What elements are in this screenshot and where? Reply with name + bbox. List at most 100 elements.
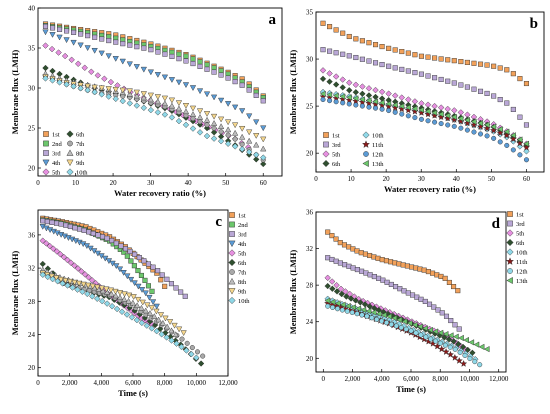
panel-letter: b xyxy=(530,16,538,32)
data-point xyxy=(409,264,415,270)
data-point xyxy=(57,276,65,283)
data-point xyxy=(350,265,356,271)
data-point xyxy=(523,122,529,128)
data-point xyxy=(84,86,91,94)
data-point xyxy=(46,242,53,250)
data-point xyxy=(329,233,335,239)
data-point xyxy=(141,45,147,51)
data-point xyxy=(182,103,190,109)
y-tick-label: 40 xyxy=(28,5,36,13)
data-point xyxy=(379,106,385,112)
data-point xyxy=(324,282,331,290)
data-point xyxy=(142,290,149,297)
data-point xyxy=(92,34,98,40)
data-point xyxy=(253,119,260,126)
data-point xyxy=(437,104,445,111)
data-point xyxy=(470,118,477,125)
data-point xyxy=(447,344,453,350)
data-point xyxy=(151,313,158,319)
data-point xyxy=(107,287,115,294)
data-point xyxy=(246,113,253,120)
data-point xyxy=(231,143,239,150)
data-point xyxy=(434,272,440,278)
data-point xyxy=(158,277,164,283)
data-point xyxy=(403,326,409,332)
data-point xyxy=(372,42,379,48)
data-point xyxy=(122,246,129,252)
data-point xyxy=(439,310,445,316)
legend-item: 12th xyxy=(507,268,528,275)
data-point xyxy=(89,293,96,300)
data-point xyxy=(333,236,339,242)
data-point xyxy=(411,321,418,329)
legend-marker xyxy=(43,131,49,137)
data-point xyxy=(138,287,146,293)
data-point xyxy=(339,301,346,308)
data-point xyxy=(121,296,128,302)
data-point xyxy=(329,285,336,292)
data-point xyxy=(378,99,385,106)
legend-item: 4th xyxy=(228,240,247,248)
data-point xyxy=(176,56,182,62)
series-1st xyxy=(42,21,266,99)
data-point xyxy=(61,52,69,60)
data-point xyxy=(455,356,463,364)
data-point xyxy=(359,268,365,274)
data-point xyxy=(399,66,405,72)
data-point xyxy=(452,322,458,328)
legend-marker xyxy=(229,269,235,275)
data-point xyxy=(357,299,364,306)
data-point xyxy=(442,348,450,355)
legend-item: 6th xyxy=(506,238,525,247)
data-point xyxy=(477,362,483,368)
data-point xyxy=(333,282,340,289)
series-1st xyxy=(320,20,529,87)
data-point xyxy=(369,315,375,321)
data-point xyxy=(451,107,458,114)
data-point xyxy=(166,319,174,325)
data-point xyxy=(510,132,516,139)
data-point xyxy=(116,266,124,273)
series-3rd xyxy=(40,218,188,299)
data-point xyxy=(190,61,196,67)
data-point xyxy=(365,97,372,104)
data-point xyxy=(333,99,339,105)
data-point xyxy=(127,42,133,48)
data-point xyxy=(78,268,85,275)
data-point xyxy=(85,274,92,281)
data-point xyxy=(239,82,245,88)
data-point xyxy=(140,91,147,97)
data-point xyxy=(452,333,459,340)
data-point xyxy=(437,340,443,346)
data-point xyxy=(366,58,372,64)
legend-label: 4th xyxy=(238,241,247,248)
series-13th xyxy=(319,90,529,147)
data-point xyxy=(85,282,92,289)
data-point xyxy=(224,101,232,107)
data-point xyxy=(451,123,457,129)
data-point xyxy=(154,98,162,105)
x-tick-label: 10,000 xyxy=(187,379,207,387)
x-tick-label: 50 xyxy=(488,175,496,183)
x-tick-label: 40 xyxy=(453,175,461,183)
series-10th xyxy=(39,271,200,361)
data-point xyxy=(50,245,57,252)
legend-item: 2nd xyxy=(229,221,249,229)
data-point xyxy=(320,47,326,53)
data-point xyxy=(189,85,197,91)
legend-label: 9th xyxy=(238,288,247,295)
data-point xyxy=(327,98,333,104)
data-point xyxy=(448,318,454,324)
legend-item: 9th xyxy=(228,288,247,295)
data-point xyxy=(361,301,369,308)
data-point xyxy=(217,137,225,145)
data-point xyxy=(350,304,356,311)
data-point xyxy=(432,119,438,125)
series-4th xyxy=(39,224,160,310)
data-point xyxy=(211,69,217,75)
data-point xyxy=(393,284,399,290)
data-point xyxy=(451,353,459,361)
data-point xyxy=(346,263,352,269)
data-point xyxy=(380,311,387,319)
legend-label: 2nd xyxy=(52,141,63,148)
